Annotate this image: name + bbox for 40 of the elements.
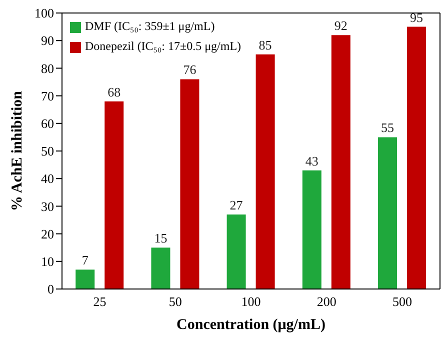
bar [226,214,246,289]
x-tick-label: 200 [316,294,336,310]
y-tick-label: 80 [41,60,54,76]
bar [104,101,124,289]
y-axis-title: % AchE inhibition [9,90,26,212]
legend-label: Donepezil (IC₅₀: 17±0.5 μg/mL) [85,39,242,53]
data-label: 55 [381,120,394,136]
data-label: 15 [154,230,168,246]
x-tick-label: 100 [241,294,261,310]
y-tick-label: 40 [41,171,54,186]
y-tick-label: 70 [41,88,54,104]
bar [302,170,322,289]
y-tick-label: 0 [48,282,54,297]
y-tick-label: 90 [41,33,54,48]
bar [151,248,170,289]
x-tick-label: 25 [93,294,106,310]
bar [331,35,350,289]
x-tick-label: 500 [392,294,412,310]
data-label: 43 [305,153,318,168]
y-tick-label: 100 [34,6,54,21]
bar [180,79,200,289]
x-tick-label: 50 [168,294,182,310]
data-label: 68 [108,84,121,100]
bar [76,270,95,289]
legend-label: DMF (IC₅₀: 359±1 μg/mL) [85,19,215,33]
y-tick-label: 10 [41,254,54,270]
y-tick-label: 50 [41,144,54,159]
bar [256,54,275,289]
y-tick-label: 20 [41,226,54,242]
bar [378,137,398,289]
data-label: 27 [230,197,244,212]
data-label: 92 [334,18,348,34]
data-label: 95 [410,10,424,25]
data-label: 85 [258,37,272,52]
data-label: 76 [183,62,197,78]
x-axis-title: Concentration (μg/mL) [176,317,326,333]
y-tick-label: 60 [41,116,54,132]
y-tick-label: 30 [41,198,54,214]
bar [407,26,426,289]
data-label: 7 [82,252,89,268]
